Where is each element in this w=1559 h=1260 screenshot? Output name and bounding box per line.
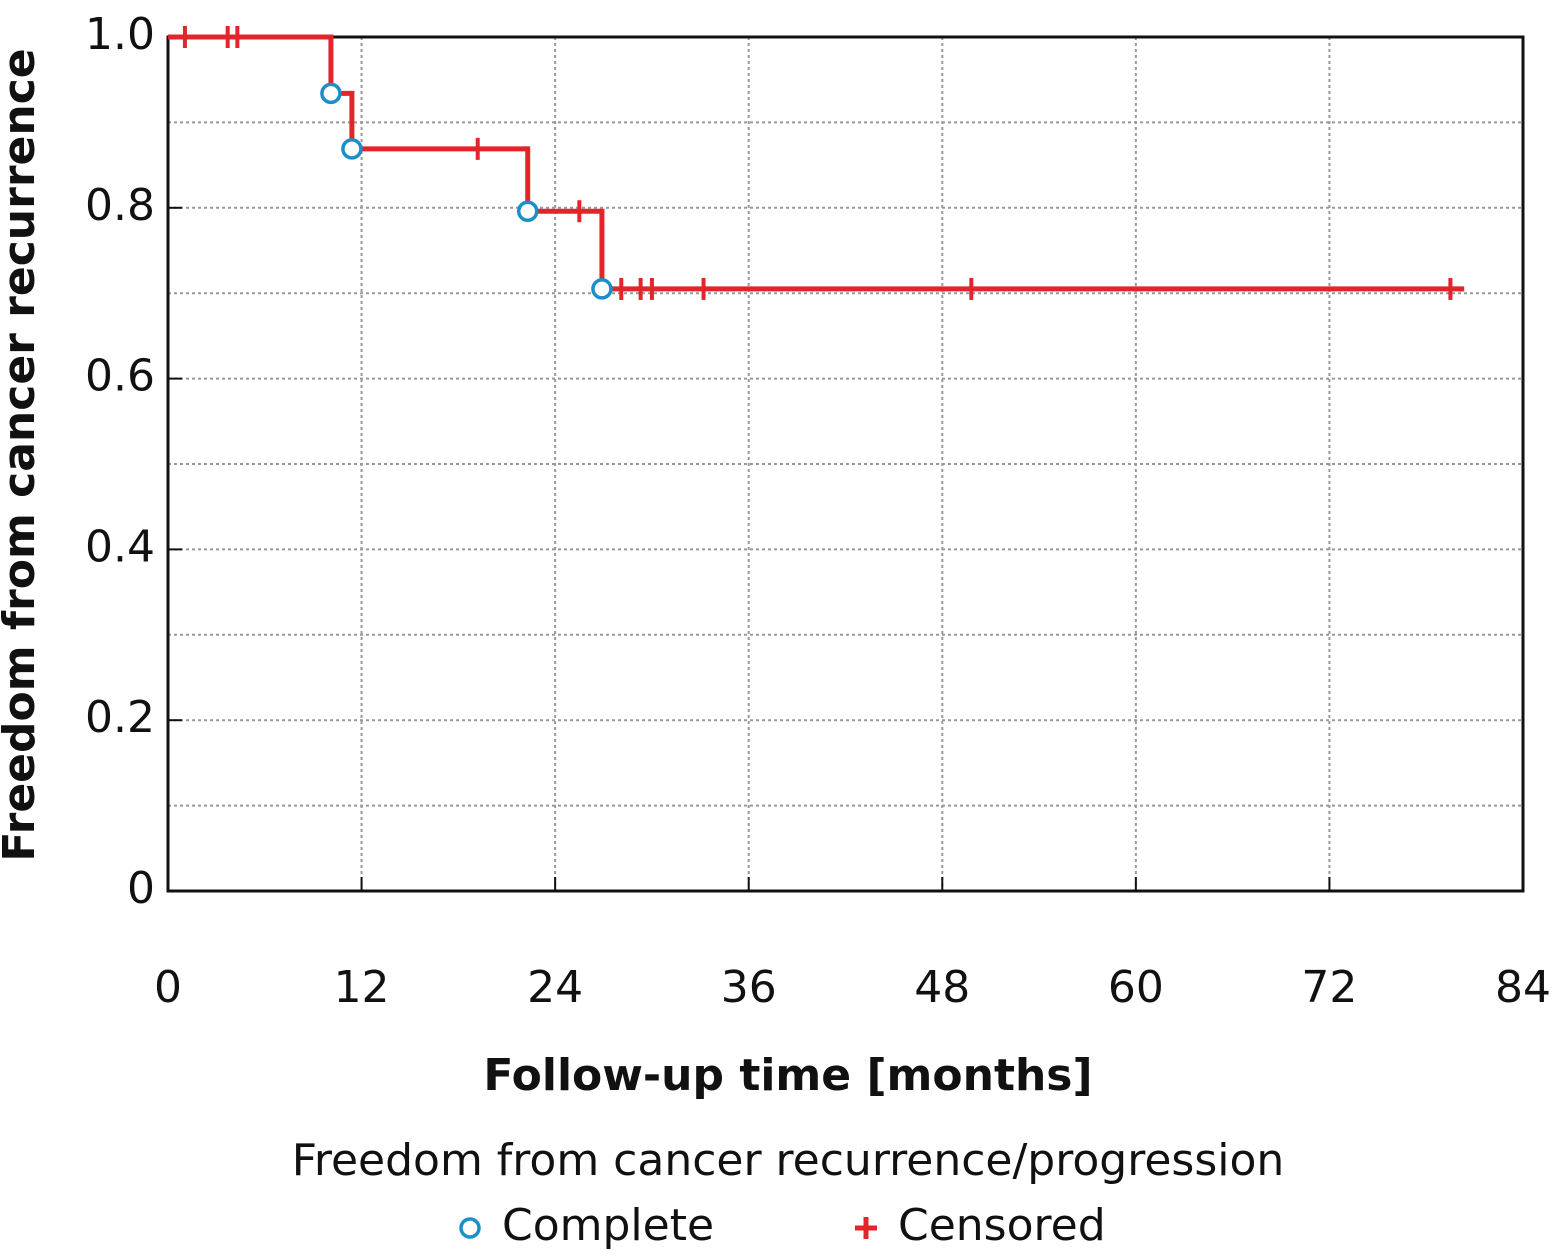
y-axis-label: Freedom from cancer recurrence	[0, 48, 45, 861]
y-tick-label: 1.0	[85, 9, 155, 60]
x-tick-label: 84	[1495, 962, 1551, 1013]
y-tick-label: 0.2	[85, 692, 155, 743]
x-tick-label: 60	[1108, 962, 1164, 1013]
x-tick-label: 12	[334, 962, 390, 1013]
x-tick-label: 72	[1301, 962, 1357, 1013]
y-tick-label: 0.4	[85, 521, 155, 572]
y-tick-label: 0.6	[85, 351, 155, 402]
event-marker	[516, 200, 539, 222]
legend-title: Freedom from cancer recurrence/progressi…	[292, 1135, 1285, 1186]
event-marker	[591, 278, 613, 300]
x-tick-label: 0	[154, 962, 182, 1013]
y-tick-label: 0	[127, 863, 155, 914]
x-tick-label: 48	[914, 962, 970, 1013]
legend-label: Complete	[502, 1200, 714, 1251]
legend-label: Censored	[898, 1200, 1106, 1251]
x-axis-label: Follow-up time [months]	[483, 1050, 1092, 1101]
legend-marker	[459, 1217, 481, 1239]
event-marker	[320, 82, 342, 105]
x-tick-label: 24	[527, 962, 583, 1013]
x-tick-label: 36	[721, 962, 777, 1013]
plot-frame	[166, 35, 1525, 893]
y-tick-label: 0.8	[85, 180, 155, 231]
event-marker	[341, 138, 363, 160]
